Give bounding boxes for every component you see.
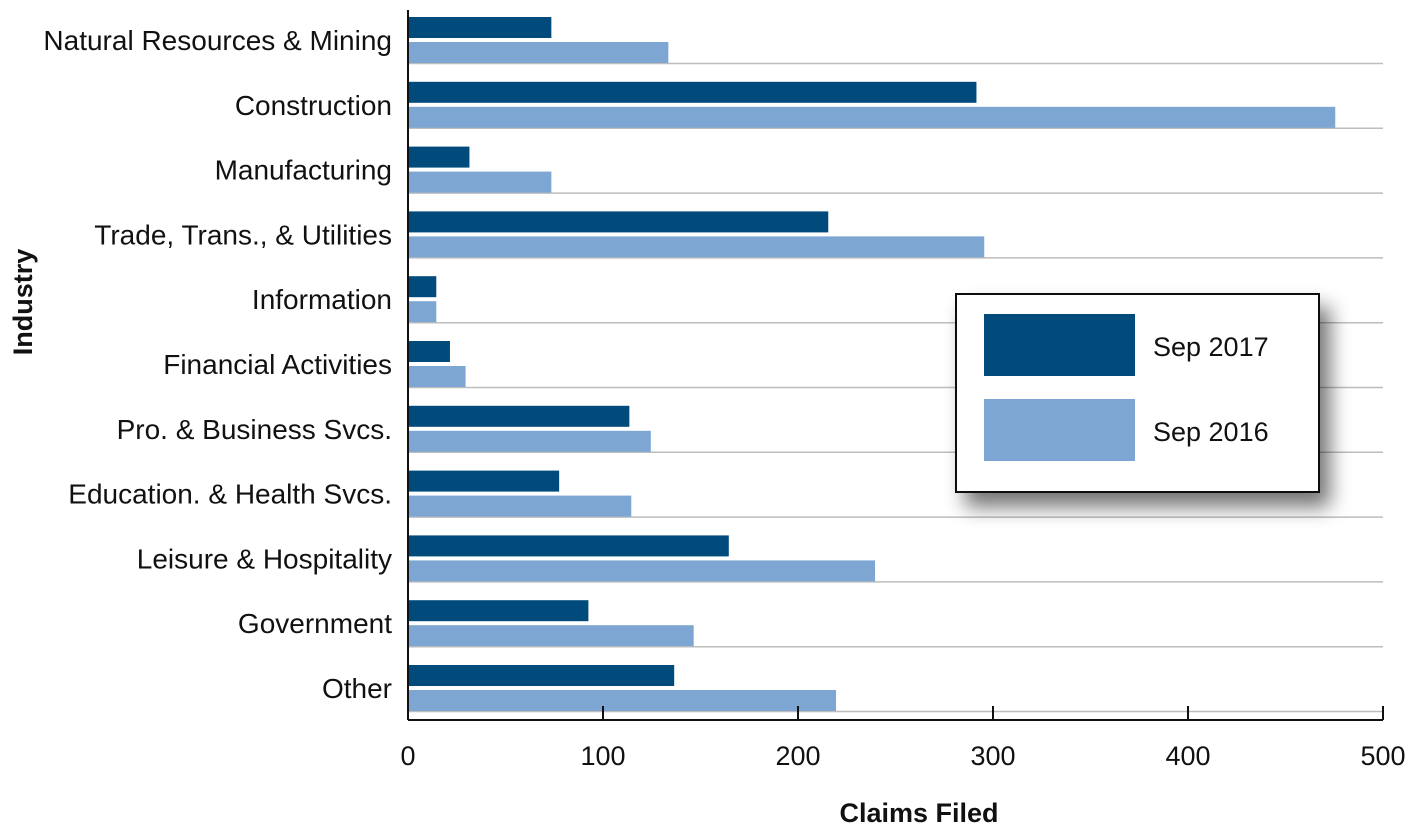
bars — [409, 17, 1336, 711]
bar-sep-2016-government — [409, 625, 694, 647]
bar-sep-2016-information — [409, 301, 437, 323]
category-labels: Natural Resources & Mining Construction Ma… — [43, 25, 392, 704]
bar-sep-2016-pro-business-svcs — [409, 430, 651, 452]
category-label-leisure-hospitality: Leisure & Hospitality — [137, 543, 392, 574]
category-label-government: Government — [238, 608, 392, 639]
bar-sep-2017-trade-trans-utilities — [409, 211, 829, 233]
x-tick-label-300: 300 — [970, 741, 1015, 771]
bar-sep-2017-construction — [409, 81, 977, 103]
category-label-information: Information — [252, 284, 392, 315]
bar-sep-2017-other — [409, 665, 675, 686]
legend-swatch-sep-2017 — [984, 314, 1135, 376]
bar-sep-2016-trade-trans-utilities — [409, 236, 985, 258]
bar-sep-2017-manufacturing — [409, 146, 470, 168]
bar-sep-2017-leisure-hospitality — [409, 535, 729, 557]
bar-sep-2017-government — [409, 600, 589, 622]
y-axis-title: Industry — [8, 249, 38, 356]
category-label-construction: Construction — [235, 90, 392, 121]
bar-sep-2016-education-health-svcs — [409, 495, 632, 517]
legend-label-sep-2016: Sep 2016 — [1153, 417, 1269, 447]
axes — [407, 10, 1383, 721]
bar-sep-2016-construction — [409, 106, 1336, 128]
gridlines — [408, 62, 1383, 713]
bar-sep-2016-manufacturing — [409, 171, 552, 193]
category-label-financial-activities: Financial Activities — [163, 349, 392, 380]
x-tick-label-500: 500 — [1360, 741, 1405, 771]
legend-swatch-sep-2016 — [984, 399, 1135, 461]
x-tick-label-200: 200 — [775, 741, 820, 771]
x-axis-title: Claims Filed — [839, 798, 998, 828]
bar-sep-2017-financial-activities — [409, 341, 450, 362]
bar-sep-2017-pro-business-svcs — [409, 405, 630, 427]
category-label-education-health-svcs: Education. & Health Svcs. — [68, 479, 392, 510]
bar-sep-2017-information — [409, 276, 437, 298]
category-label-pro-business-svcs: Pro. & Business Svcs. — [117, 414, 392, 445]
category-label-manufacturing: Manufacturing — [215, 155, 392, 186]
bar-sep-2017-education-health-svcs — [409, 470, 560, 492]
bar-sep-2016-leisure-hospitality — [409, 560, 876, 582]
bar-sep-2016-financial-activities — [409, 366, 466, 387]
legend: Sep 2017 Sep 2016 — [955, 293, 1320, 493]
bar-sep-2017-natural-resources-mining — [409, 17, 552, 38]
x-tick-labels: 0 100 200 300 400 500 — [400, 706, 1406, 771]
bar-sep-2016-other — [409, 690, 837, 711]
x-tick-label-100: 100 — [580, 741, 625, 771]
category-label-natural-resources-mining: Natural Resources & Mining — [43, 25, 392, 56]
bar-sep-2016-natural-resources-mining — [409, 42, 669, 63]
x-tick-label-0: 0 — [400, 741, 415, 771]
category-label-trade-trans-utilities: Trade, Trans., & Utilities — [94, 219, 392, 250]
legend-label-sep-2017: Sep 2017 — [1153, 332, 1269, 362]
x-tick-label-400: 400 — [1165, 741, 1210, 771]
category-label-other: Other — [322, 673, 392, 704]
